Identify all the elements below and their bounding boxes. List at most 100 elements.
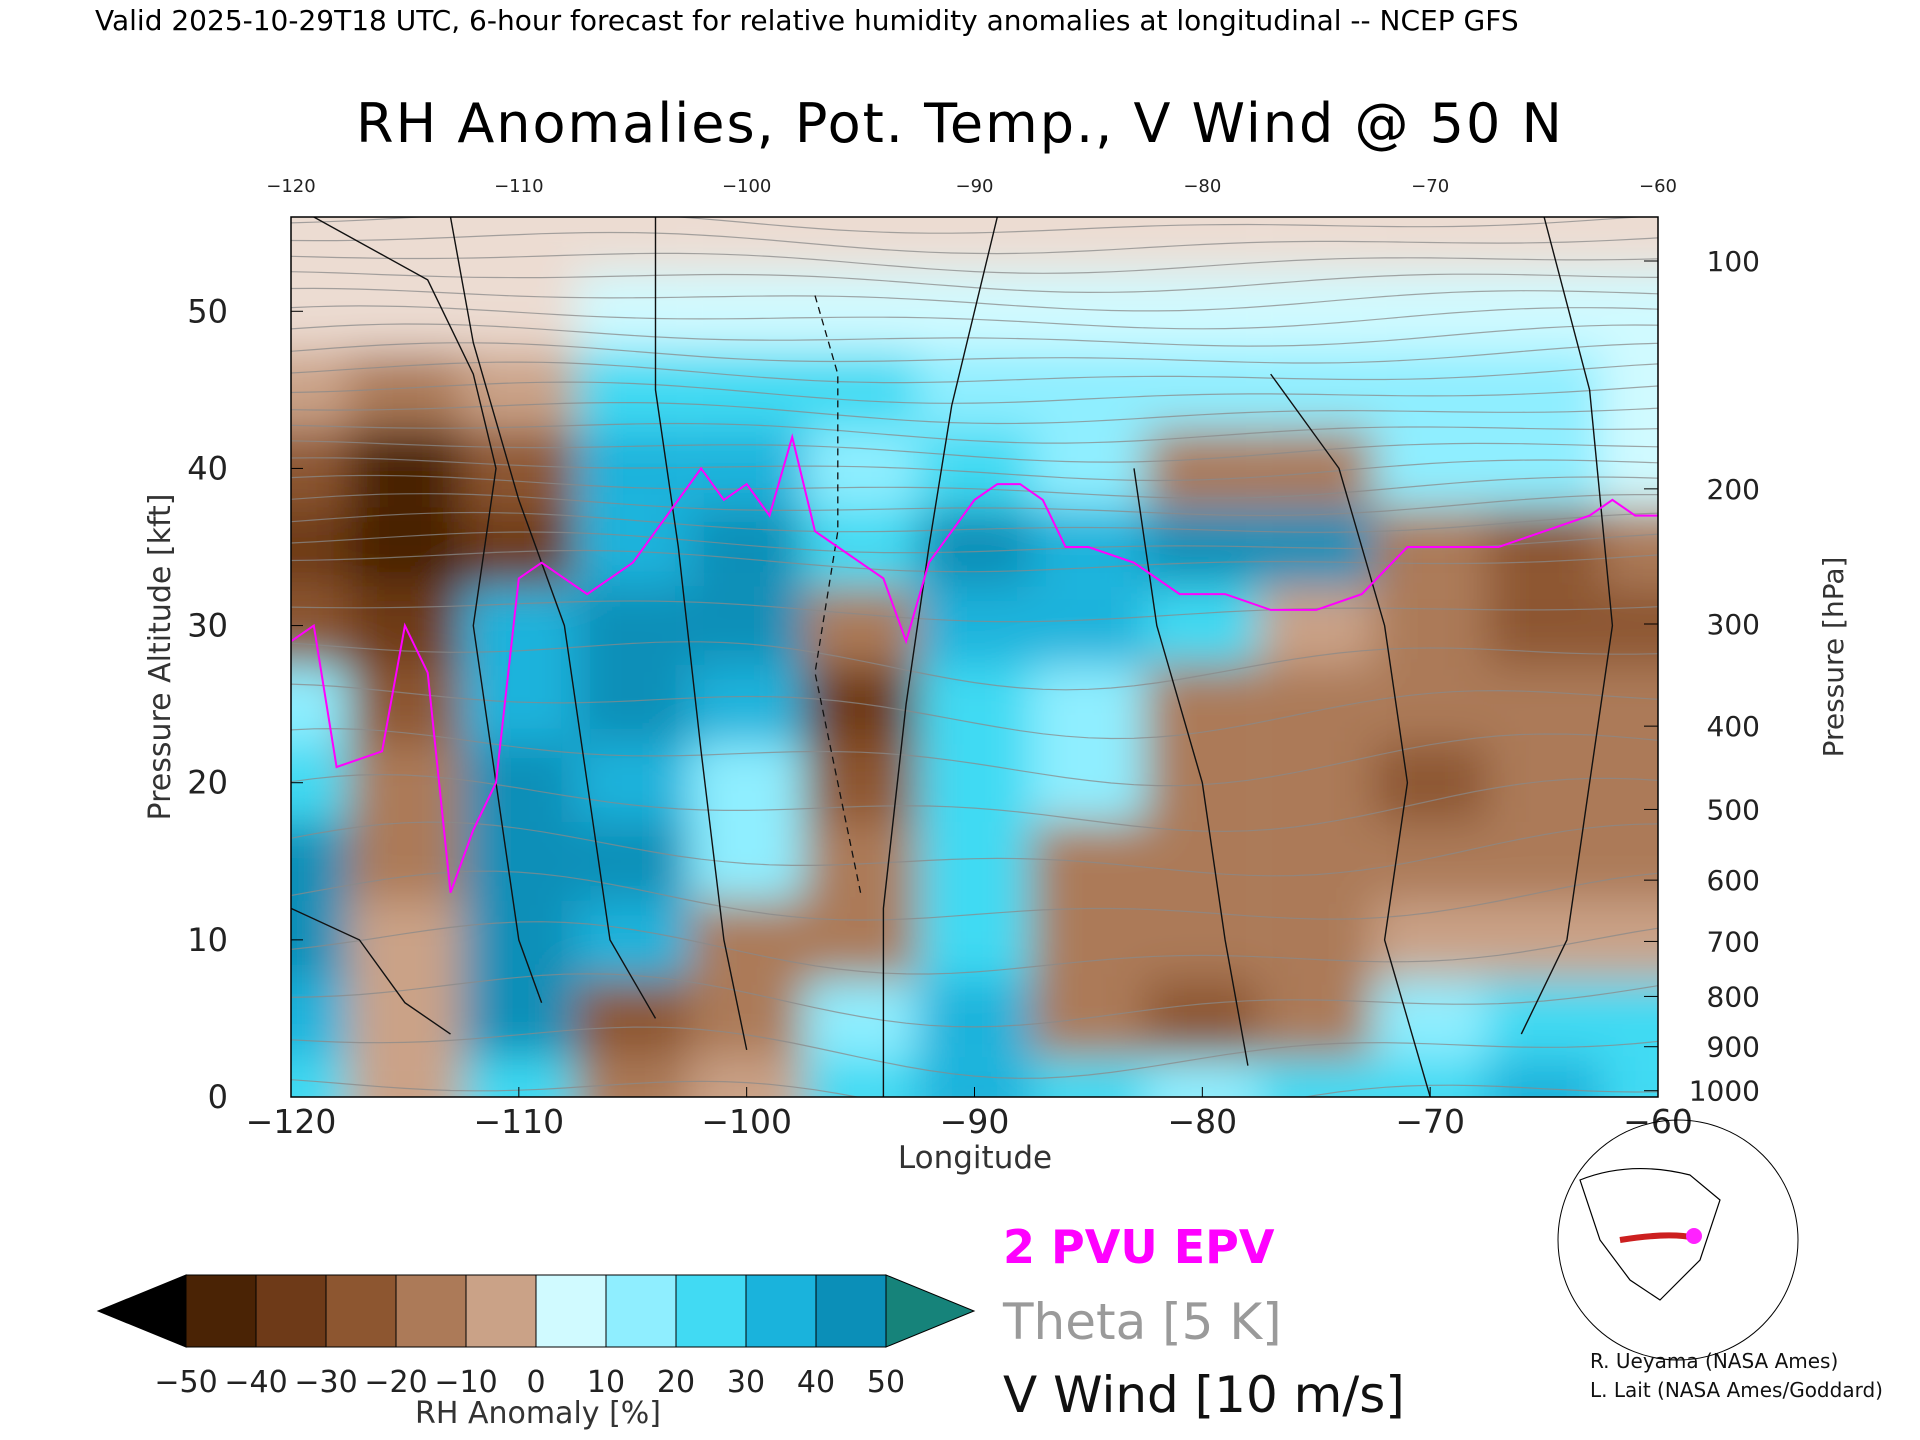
theta-contours [291,217,1658,1097]
heat-cell [1259,743,1374,822]
map-outline [1557,1119,1799,1361]
pressure-tick-label: 1000 [1689,1075,1760,1108]
top-x-tick-label: −60 [1639,176,1677,197]
heat-cell [917,350,1032,430]
heat-cell [1601,664,1658,744]
x-tick-label: −90 [940,1102,1010,1141]
heat-cell [1259,664,1374,744]
pressure-tick-label: 600 [1707,864,1760,897]
heat-cell [689,272,804,351]
theta-contour-line [291,493,1658,517]
colorbar: −50 −40 −30 −20 −10 0 10 20 30 40 50 [96,1274,976,1400]
heat-cell [917,217,1032,272]
theta-contour-line [291,381,1658,404]
colorbar-segment [185,1274,257,1348]
colorbar-tick-label: −10 [434,1365,497,1400]
heat-cell [291,664,348,744]
y-tick-label: 40 [187,449,228,487]
pressure-tick-label: 500 [1707,793,1760,826]
heat-cell [347,664,462,744]
heat-cell [1373,664,1488,744]
y-tick-label: 20 [187,764,228,802]
heat-cell [1259,822,1374,901]
heat-cell [461,743,576,822]
heat-cell [1031,586,1146,665]
heat-cell [461,822,576,901]
heat-cell [291,979,348,1058]
theta-contour-line [291,231,1658,255]
y-tick-label: 0 [208,1078,228,1116]
colorbar-tick-label: −40 [224,1365,287,1400]
theta-contour-line [291,422,1658,444]
colorbar-tick-label: 0 [526,1365,545,1400]
pressure-tick-label: 300 [1707,608,1760,641]
x-axis-label: Longitude [898,1140,1052,1176]
heat-cell [1145,586,1260,665]
heat-cell [291,217,348,272]
heat-cell [1373,979,1488,1058]
heat-cell [1601,272,1658,351]
legend-wind: V Wind [10 m/s] [1003,1366,1405,1424]
heat-cell [575,664,690,744]
theta-contour-line [291,549,1658,573]
x-tick-label: −110 [474,1102,565,1141]
pv-line-layer [291,433,1658,894]
heat-cell [575,1057,690,1097]
heat-cell [1487,664,1602,744]
x-tick-label: −70 [1395,1102,1465,1141]
colorbar-tick-label: 20 [657,1365,695,1400]
heat-cell [347,743,462,822]
theta-contour-line [291,531,1658,554]
colorbar-segment [535,1274,607,1348]
heat-cell [461,217,576,272]
heat-cell [461,429,576,508]
colorbar-over-arrow [885,1274,976,1348]
axes: −120 −110 −100 −90 −80 −70 −60 −120 −110 −100 −90 −… [143,176,1850,1176]
pressure-tick-label: 900 [1707,1031,1760,1064]
colorbar-tick-label: −50 [154,1365,217,1400]
heat-cell [1601,350,1658,430]
heat-cell [1031,350,1146,430]
heat-cell [1259,272,1374,351]
heat-cell [1487,350,1602,430]
credit-line-2: L. Lait (NASA Ames/Goddard) [1590,1378,1883,1402]
heat-cell [1145,217,1260,272]
colorbar-tick-label: 40 [797,1365,835,1400]
heat-cell [689,822,804,901]
heat-cell [1601,743,1658,822]
heat-cell [291,1057,348,1097]
heat-cell [1259,429,1374,508]
heat-cell [803,743,918,822]
heat-cell [1487,743,1602,822]
heat-cell [461,586,576,665]
heat-cell [803,900,918,980]
heat-cell [347,272,462,351]
colorbar-segment [815,1274,887,1348]
heat-cell [1373,429,1488,508]
heat-cell [917,822,1032,901]
heat-cell [575,507,690,587]
colorbar-tick-label: 10 [587,1365,625,1400]
heat-cell [917,979,1032,1058]
wind-contour-line [291,907,451,1035]
heat-cell [803,272,918,351]
heat-cell [1487,979,1602,1058]
heat-cell [575,586,690,665]
pressure-tick-label: 100 [1707,245,1760,278]
theta-contour-line [291,511,1658,533]
colorbar-tick-label: −20 [364,1365,427,1400]
y-axis-label: Pressure Altitude [kft] [143,494,178,821]
heat-cell [575,979,690,1058]
colorbar-segment [675,1274,747,1348]
heat-cell [1145,664,1260,744]
colorbar-segment [255,1274,327,1348]
heat-cell [291,350,348,430]
heat-cell [461,350,576,430]
heat-cell [575,350,690,430]
heat-cell [347,822,462,901]
heat-cell [689,350,804,430]
theta-contour-line [291,457,1658,482]
theta-contour-line [291,600,1658,623]
top-x-tick-label: −120 [266,176,315,197]
